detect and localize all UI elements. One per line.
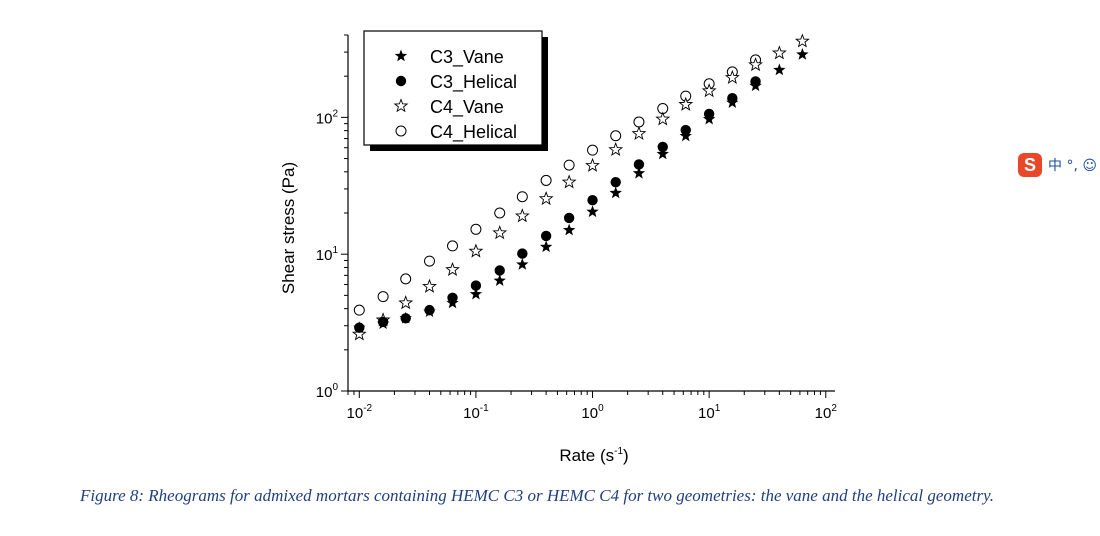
data-point-c3-vane	[749, 79, 762, 92]
data-point-c4-vane	[561, 174, 577, 189]
data-point-c4-vane	[422, 278, 437, 293]
y-axis: 100 101 102	[316, 34, 348, 401]
data-point-c3-helical	[517, 248, 528, 259]
data-point-c4-helical	[400, 273, 412, 285]
x-axis: 10-2 10-1 100 101 102	[347, 391, 838, 422]
data-point-c4-vane	[585, 157, 600, 172]
data-point-c3-vane	[493, 274, 506, 286]
data-point-c4-vane	[724, 69, 740, 84]
x-tick-label: 101	[698, 403, 721, 422]
legend-marker-c3-vane	[394, 49, 408, 62]
data-point-c4-vane	[351, 326, 367, 341]
data-point-c3-helical	[470, 280, 482, 291]
data-point-c4-helical	[516, 191, 528, 203]
data-point-c3-helical	[657, 141, 668, 153]
data-point-c3-helical	[540, 230, 552, 242]
legend: C3_Vane C3_Helical C4_Vane C4_Helical	[363, 30, 548, 151]
data-point-c4-vane	[514, 208, 530, 223]
data-point-c4-helical	[377, 291, 389, 303]
data-point-c3-vane	[469, 287, 483, 300]
rheogram-chart: 10-2 10-1 100 101 102 100 101 102 C3_Vane C3_He…	[279, 30, 838, 465]
data-point-c3-helical	[494, 265, 505, 276]
data-point-c3-vane	[516, 258, 529, 270]
data-point-c4-helical	[633, 116, 645, 128]
data-point-c3-vane	[539, 240, 553, 253]
ime-toolbar[interactable]: S 中 °, ☺	[1018, 151, 1100, 179]
legend-marker-c3-helical	[395, 75, 407, 87]
data-point-c4-vane	[538, 191, 554, 206]
legend-marker-c4-vane	[393, 98, 409, 113]
data-point-c4-vane	[608, 141, 624, 157]
data-point-c3-vane	[423, 305, 436, 317]
data-markers	[351, 33, 810, 341]
y-tick-label: 102	[316, 108, 339, 127]
x-tick-label: 10-2	[347, 403, 373, 422]
data-point-c3-helical	[610, 176, 621, 188]
y-tick-label: 101	[316, 245, 339, 264]
data-point-c4-helical	[424, 255, 436, 267]
data-point-c3-vane	[773, 63, 786, 76]
y-axis-title: Shear stress (Pa)	[279, 162, 298, 294]
data-point-c4-helical	[447, 240, 459, 252]
data-point-c3-vane	[726, 96, 739, 108]
data-point-c3-vane	[679, 129, 692, 142]
legend-box	[363, 30, 543, 146]
legend-label: C3_Vane	[430, 47, 504, 68]
data-point-c4-vane	[398, 295, 414, 310]
x-tick-label: 10-1	[463, 403, 489, 422]
data-point-c4-vane	[748, 57, 763, 72]
data-point-c3-helical	[587, 195, 598, 206]
data-point-c4-helical	[494, 207, 506, 219]
data-point-c4-vane	[771, 45, 787, 60]
data-point-c4-vane	[492, 225, 508, 240]
legend-label: C4_Helical	[430, 122, 517, 143]
legend-label: C3_Helical	[430, 72, 517, 93]
data-point-c4-helical	[563, 159, 575, 171]
data-point-c4-vane	[631, 125, 647, 140]
data-point-c4-helical	[540, 174, 552, 186]
data-point-c3-vane	[353, 321, 366, 333]
data-point-c4-vane	[678, 96, 694, 111]
data-point-c3-helical	[633, 159, 645, 170]
data-point-c3-vane	[376, 317, 390, 330]
x-tick-label: 102	[815, 403, 838, 422]
legend-label: C4_Vane	[430, 97, 504, 118]
data-point-c3-vane	[632, 166, 646, 179]
data-point-c3-vane	[796, 48, 809, 60]
ime-logo-icon[interactable]: S	[1018, 153, 1042, 177]
x-tick-label: 100	[581, 403, 604, 422]
figure-caption: Figure 8: Rheograms for admixed mortars …	[80, 486, 994, 505]
data-point-c3-vane	[609, 186, 622, 199]
data-point-c3-vane	[586, 205, 599, 218]
data-point-c3-helical	[563, 212, 575, 224]
data-point-c3-vane	[656, 147, 669, 160]
data-point-c4-vane	[794, 33, 810, 48]
data-point-c4-vane	[655, 111, 671, 126]
ime-status-items[interactable]: 中 °, ☺	[1048, 158, 1097, 174]
y-tick-label: 100	[316, 382, 339, 401]
data-point-c4-helical	[353, 304, 365, 316]
data-point-c4-helical	[470, 223, 482, 235]
data-point-c4-vane	[445, 261, 460, 277]
data-point-c4-vane	[468, 243, 484, 258]
data-point-c4-helical	[587, 144, 599, 156]
x-axis-title: Rate (s-1)	[559, 446, 628, 465]
data-point-c4-vane	[701, 83, 717, 98]
data-point-c3-vane	[399, 311, 412, 324]
data-point-c3-vane	[702, 112, 716, 125]
data-point-c3-vane	[446, 296, 459, 309]
legend-marker-c4-helical	[395, 125, 407, 137]
data-point-c3-vane	[562, 223, 576, 236]
data-point-c4-helical	[610, 130, 622, 142]
